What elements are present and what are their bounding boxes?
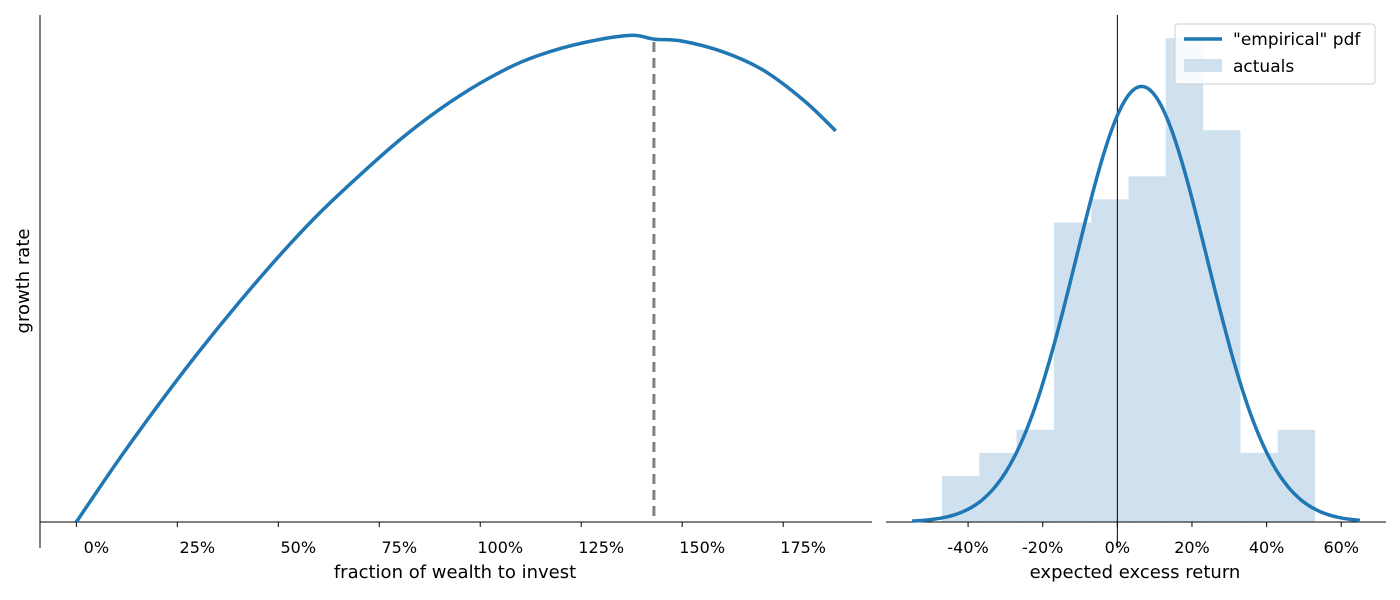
- right-x-ticks: -40% -20% 0% 20% 40% 60%: [947, 522, 1359, 557]
- histogram-bar: [1277, 429, 1316, 522]
- histogram-bar: [1203, 130, 1241, 522]
- right-x-tick-label: 40%: [1249, 538, 1285, 557]
- legend-actuals-label: actuals: [1233, 57, 1294, 77]
- legend-actuals-swatch: [1184, 59, 1222, 72]
- left-y-axis-title: growth rate: [13, 229, 34, 334]
- histogram-bar: [1016, 429, 1054, 522]
- left-x-axis-title: fraction of wealth to invest: [334, 562, 576, 583]
- histogram-bar: [1165, 38, 1204, 522]
- left-x-tick-label: 25%: [180, 538, 216, 557]
- right-x-tick-label: -20%: [1022, 538, 1063, 557]
- right-x-tick-label: 0%: [1105, 538, 1130, 557]
- left-x-tick-label: 75%: [381, 538, 417, 557]
- right-x-axis-title: expected excess return: [1030, 562, 1241, 583]
- return-distribution-chart: -40% -20% 0% 20% 40% 60% expected excess retu…: [886, 15, 1386, 583]
- growth-rate-chart: 0% 25% 50% 75% 100% 125% 150% 175% fraction of …: [13, 15, 872, 583]
- left-x-tick-label: 175%: [780, 538, 826, 557]
- legend-box: [1174, 23, 1376, 85]
- right-x-tick-label: 20%: [1174, 538, 1210, 557]
- left-x-tick-label: 100%: [477, 538, 523, 557]
- empirical-pdf-curve: [911, 84, 1361, 523]
- left-x-tick-label: 125%: [578, 538, 624, 557]
- growth-rate-curve: [74, 33, 837, 523]
- legend: "empirical" pdf actuals: [1174, 23, 1376, 85]
- legend-pdf-label: "empirical" pdf: [1233, 30, 1361, 50]
- histogram-bar: [1091, 199, 1129, 522]
- left-x-tick-label: 50%: [281, 538, 317, 557]
- left-x-tick-label: 0%: [84, 538, 109, 557]
- histogram-bars: [941, 38, 1316, 522]
- right-x-tick-label: 60%: [1323, 538, 1359, 557]
- left-x-tick-label: 150%: [679, 538, 725, 557]
- histogram-bar: [1128, 176, 1166, 522]
- right-x-tick-label: -40%: [947, 538, 988, 557]
- left-x-ticks: 0% 25% 50% 75% 100% 125% 150% 175%: [75, 522, 826, 557]
